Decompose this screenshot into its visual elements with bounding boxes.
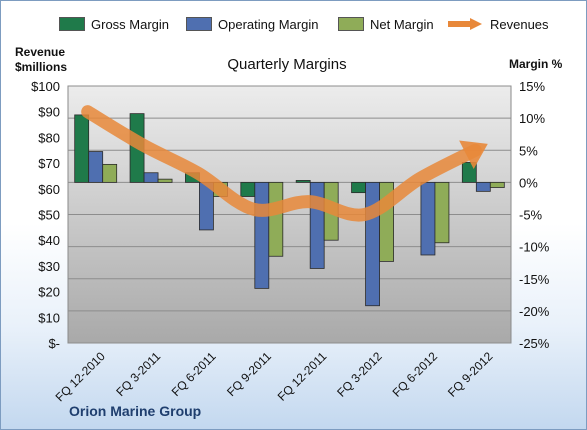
legend-label-operating-margin: Operating Margin bbox=[218, 16, 319, 32]
x-tick-label: FQ 3-2012 bbox=[334, 349, 385, 400]
revenues-line bbox=[81, 105, 482, 222]
bar-operating-margin bbox=[475, 181, 491, 192]
y-right-axis-label: Margin % bbox=[509, 57, 563, 71]
x-tick-label: FQ 9-2011 bbox=[224, 349, 274, 399]
legend-label-gross-margin: Gross Margin bbox=[91, 16, 170, 32]
y-left-tick-label: $30 bbox=[38, 259, 60, 274]
x-tick-label: FQ 12-2010 bbox=[53, 349, 108, 404]
legend-item-net-margin: Net Margin bbox=[338, 13, 434, 35]
y-right-tick-label: -25% bbox=[519, 336, 550, 351]
bar-operating-margin bbox=[143, 172, 159, 183]
y-left-tick-label: $80 bbox=[38, 130, 60, 145]
y-left-axis-label-line2: $millions bbox=[15, 60, 67, 74]
y-left-axis-label-line1: Revenue bbox=[15, 45, 65, 59]
bar-operating-margin bbox=[365, 181, 380, 307]
bar-operating-margin bbox=[420, 181, 436, 256]
x-tick-label: FQ 6-2012 bbox=[390, 349, 441, 400]
legend-swatch-operating-margin bbox=[186, 17, 212, 31]
legend: Gross Margin Operating Margin Net Margin… bbox=[1, 13, 587, 35]
legend-label-net-margin: Net Margin bbox=[370, 16, 434, 32]
bar-net-margin bbox=[489, 181, 505, 188]
y-left-tick-label: $90 bbox=[38, 105, 60, 120]
y-left-tick-label: $20 bbox=[38, 285, 60, 300]
bar-net-margin bbox=[102, 163, 118, 183]
bar-net-margin bbox=[434, 181, 450, 244]
y-left-tick-label: $40 bbox=[38, 233, 60, 248]
y-left-tick-label: $60 bbox=[38, 182, 60, 197]
y-left-tick-label: $100 bbox=[31, 79, 60, 94]
y-right-tick-label: -20% bbox=[519, 304, 550, 319]
bar-gross-margin bbox=[74, 114, 90, 183]
chart-title: Quarterly Margins bbox=[227, 56, 346, 73]
legend-item-revenues: Revenues bbox=[446, 13, 549, 35]
legend-item-gross-margin: Gross Margin bbox=[59, 13, 169, 35]
x-tick-label: FQ 3-2011 bbox=[113, 349, 163, 399]
y-right-tick-label: 0% bbox=[519, 175, 538, 190]
x-tick-label: FQ 12-2011 bbox=[275, 349, 330, 404]
bar-gross-margin bbox=[240, 181, 256, 197]
bar-gross-margin bbox=[351, 181, 366, 194]
legend-label-revenues: Revenues bbox=[490, 16, 549, 32]
bar-operating-margin bbox=[309, 181, 325, 269]
legend-swatch-net-margin bbox=[338, 17, 364, 31]
y-left-tick-label: $50 bbox=[38, 208, 60, 223]
bar-operating-margin bbox=[254, 181, 270, 289]
legend-arrow-icon bbox=[448, 18, 482, 30]
y-right-tick-label: 10% bbox=[519, 111, 545, 126]
y-right-tick-label: 5% bbox=[519, 143, 538, 158]
y-right-tick-label: -15% bbox=[519, 272, 550, 287]
bar-net-margin bbox=[268, 181, 284, 257]
y-left-tick-label: $10 bbox=[38, 310, 60, 325]
legend-swatch-gross-margin bbox=[59, 17, 85, 31]
company-name: Orion Marine Group bbox=[69, 403, 202, 419]
legend-item-operating-margin: Operating Margin bbox=[186, 13, 318, 35]
revenues-arrow-head bbox=[459, 140, 488, 170]
y-left-tick-label: $70 bbox=[38, 156, 60, 171]
bar-net-margin bbox=[157, 178, 173, 183]
x-tick-label: FQ 9-2012 bbox=[445, 349, 496, 400]
bar-gross-margin bbox=[295, 180, 311, 183]
y-right-tick-label: -10% bbox=[519, 240, 550, 255]
y-right-tick-label: -5% bbox=[519, 208, 543, 223]
y-left-tick-label: $- bbox=[48, 336, 60, 351]
bar-operating-margin bbox=[88, 151, 104, 183]
y-right-tick-label: 15% bbox=[519, 79, 545, 94]
bar-gross-margin bbox=[461, 162, 477, 183]
x-tick-label: FQ 6-2011 bbox=[169, 349, 219, 399]
